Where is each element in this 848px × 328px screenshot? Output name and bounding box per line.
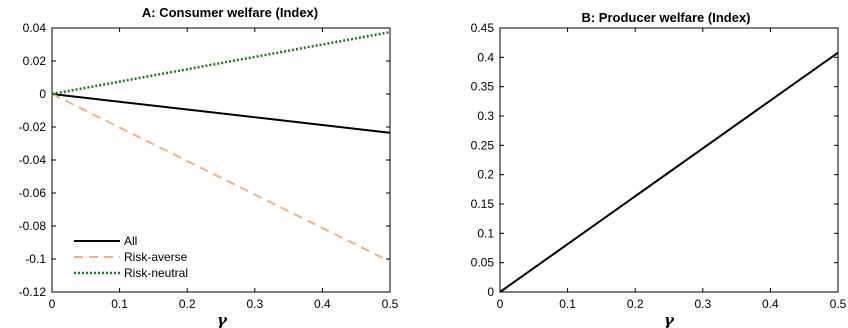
panel-b-y-tick-label: 0.45 [471,21,495,35]
legend-label-risk-averse: Risk-averse [124,250,188,264]
panel-a-x-ticks: 0 0.1 0.2 0.3 0.4 0.5 [49,28,399,311]
panel-b-y-tick-label: 0.4 [477,50,494,64]
panel-a-x-tick-label: 0.5 [382,297,399,311]
panel-a: A: Consumer welfare (Index) 0.040.020-0.… [19,5,399,328]
panel-a-legend: All Risk-averse Risk-neutral [74,234,188,280]
panel-a-y-tick-label: 0.02 [23,54,47,68]
panel-b-x-tick-label: 0.2 [627,297,644,311]
panel-a-series-line-all [51,93,391,134]
panel-b-x-tick-label: 0 [497,297,504,311]
panel-b-x-tick-label: 0.4 [762,297,779,311]
panel-a-y-tick-label: -0.12 [19,285,47,299]
panel-b-y-tick-label: 0.2 [477,168,494,182]
panel-a-y-tick-label: 0 [39,87,46,101]
panel-a-y-tick-label: -0.02 [19,120,47,134]
panel-a-y-tick-label: -0.06 [19,186,47,200]
panel-a-title: A: Consumer welfare (Index) [142,5,318,20]
panel-a-x-tick-label: 0.4 [314,297,331,311]
panel-a-x-axis-label: γ [217,311,228,328]
panel-b-x-tick-label: 0.3 [694,297,711,311]
panel-a-series-line-risk-averse [51,93,391,263]
panel-b-x-tick-label: 0.5 [830,297,847,311]
legend-label-risk-neutral: Risk-neutral [124,266,188,280]
panel-b-axes-box [499,27,839,293]
panel-a-y-tick-label: 0.04 [23,21,47,35]
panel-b-series-line-series-0 [499,51,839,293]
panel-a-series [51,30,391,263]
panel-b-y-tick-label: 0.05 [471,256,495,270]
panel-b-y-tick-label: 0.25 [471,138,495,152]
panel-b-title: B: Producer welfare (Index) [581,10,750,25]
panel-b-y-tick-label: 0.3 [477,109,494,123]
legend-label-all: All [124,234,137,248]
panel-b-y-tick-label: 0.1 [477,226,494,240]
panel-a-y-ticks: 0.04 0.02 0 -0.02 -0.04 -0.06 -0.08 -0.1 -0.12 [19,21,390,299]
panel-a-x-tick-label: 0.2 [179,297,196,311]
panel-b-x-ticks: 0 0.1 0.2 0.3 0.4 0.5 [497,28,847,311]
panel-a-axes-box [51,27,391,293]
panel-a-x-tick-label: 0.3 [246,297,263,311]
panel-a-y-tick-label: -0.1 [25,252,46,266]
panel-a-y-tick-label: -0.08 [19,219,47,233]
panel-a-x-tick-label: 0 [49,297,56,311]
panel-a-series-line-risk-neutral [51,30,391,96]
panel-b: B: Producer welfare (Index) 0.450.40.350… [471,10,847,328]
panel-b-x-tick-label: 0.1 [559,297,576,311]
panel-b-series [499,51,839,293]
panel-a-y-tick-label: -0.04 [19,153,47,167]
panel-b-y-ticks: 0.45 0.4 0.35 0.3 0.25 0.2 0.15 0.1 0.05 0 [471,21,838,299]
panel-b-y-tick-label: 0.35 [471,80,495,94]
panel-b-x-axis-label: γ [664,311,675,328]
panel-a-x-tick-label: 0.1 [111,297,128,311]
panel-b-y-tick-label: 0 [487,285,494,299]
panel-b-y-tick-label: 0.15 [471,197,495,211]
